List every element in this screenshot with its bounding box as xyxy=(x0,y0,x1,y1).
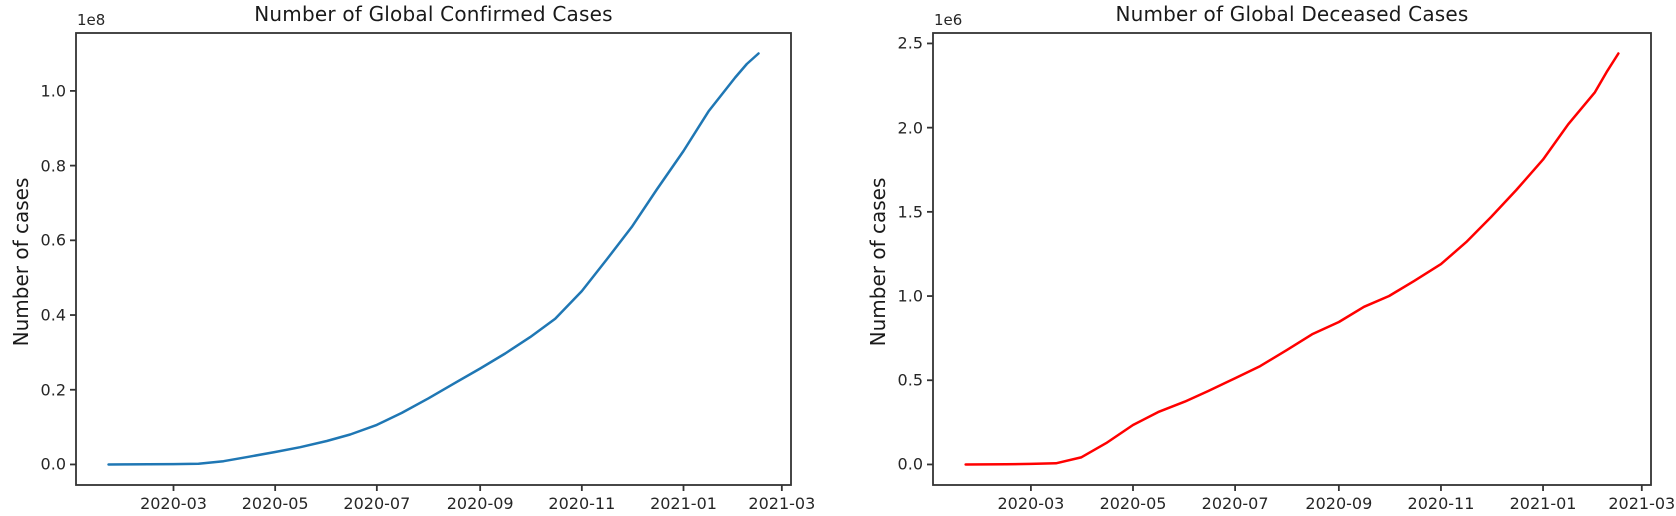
x-tick-label: 2020-11 xyxy=(1407,494,1475,513)
x-tick-label: 2020-09 xyxy=(446,494,514,513)
x-tick-label: 2020-03 xyxy=(140,494,207,513)
y-tick-label: 0.0 xyxy=(897,454,923,474)
chart-title-confirmed: Number of Global Confirmed Cases xyxy=(254,2,613,26)
y-axis-offset-text-deceased: 1e6 xyxy=(934,11,963,29)
y-axis-offset-text-confirmed: 1e8 xyxy=(77,11,106,29)
chart-title-deceased: Number of Global Deceased Cases xyxy=(1115,2,1469,26)
y-tick-label: 2.5 xyxy=(897,33,923,53)
data-line-global-confirmed-cases xyxy=(107,52,760,466)
y-tick-label: 1.0 xyxy=(40,81,66,101)
plot-border xyxy=(75,32,792,486)
data-line-global-deceased-cases xyxy=(964,52,1620,466)
y-tick-label: 0.5 xyxy=(897,370,923,390)
x-tick-label: 2020-11 xyxy=(548,494,616,513)
y-tick-label: 0.2 xyxy=(40,380,66,400)
x-tick-label: 2020-05 xyxy=(1099,494,1167,513)
y-tick-label: 1.0 xyxy=(897,286,923,306)
y-tick-label: 0.8 xyxy=(40,156,66,176)
x-tick-label: 2020-03 xyxy=(997,494,1065,513)
x-tick-label: 2020-05 xyxy=(241,494,309,513)
plot-border xyxy=(932,32,1652,486)
y-tick-label: 2.0 xyxy=(897,118,923,138)
x-tick-label: 2020-07 xyxy=(343,494,411,513)
y-tick-label: 0.0 xyxy=(40,454,66,474)
x-tick-label: 2020-07 xyxy=(1201,494,1269,513)
x-tick-label: 2021-01 xyxy=(650,494,717,513)
y-tick-label: 0.6 xyxy=(40,230,66,250)
x-tick-label: 2021-03 xyxy=(1608,494,1676,513)
y-tick-label: 0.4 xyxy=(40,305,66,325)
x-tick-label: 2021-03 xyxy=(748,494,816,513)
x-tick-label: 2020-09 xyxy=(1305,494,1373,513)
x-tick-label: 2021-01 xyxy=(1509,494,1577,513)
y-tick-label: 1.5 xyxy=(897,202,923,222)
